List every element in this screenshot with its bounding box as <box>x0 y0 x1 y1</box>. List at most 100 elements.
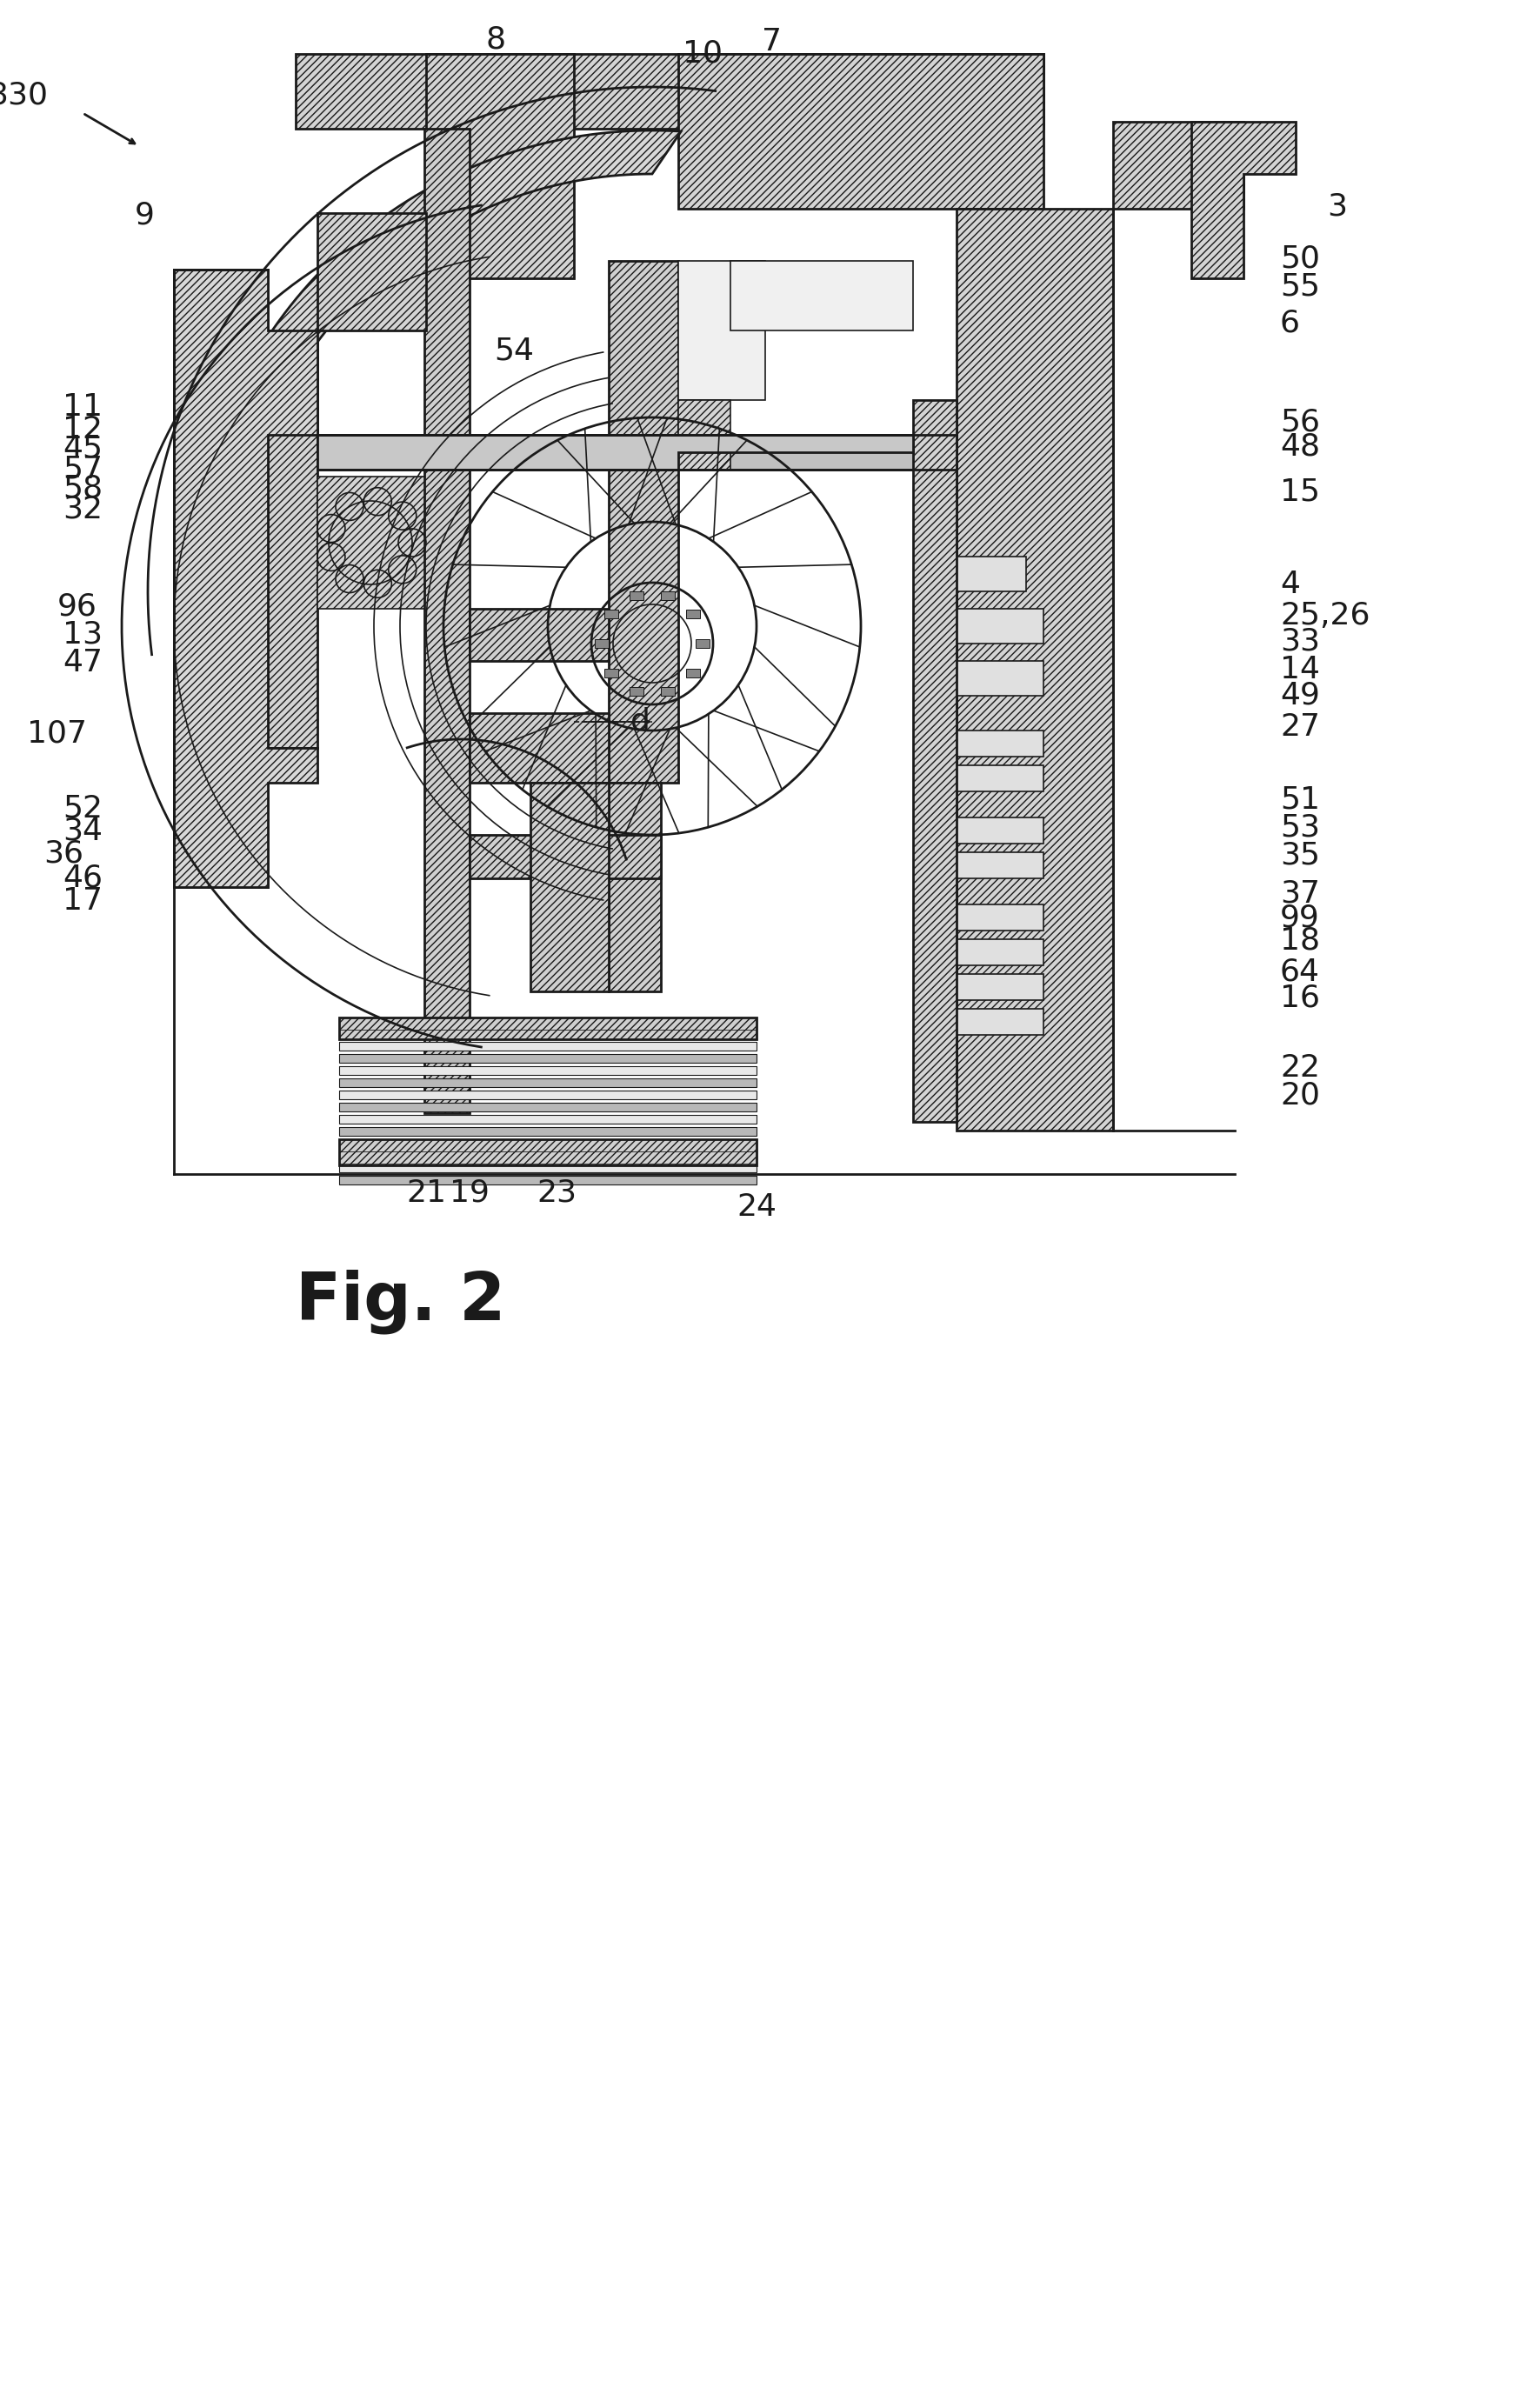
Polygon shape <box>339 1079 756 1086</box>
Text: 23: 23 <box>536 1179 576 1208</box>
Text: 51: 51 <box>1280 786 1320 815</box>
Polygon shape <box>604 610 619 619</box>
Text: 8: 8 <box>485 24 505 55</box>
Polygon shape <box>608 784 661 991</box>
Text: 20: 20 <box>1280 1081 1320 1110</box>
Text: 46: 46 <box>63 865 103 893</box>
Polygon shape <box>339 1067 756 1074</box>
Text: 56: 56 <box>1280 407 1320 438</box>
Polygon shape <box>956 853 1044 879</box>
Text: 33: 33 <box>1280 626 1320 657</box>
Polygon shape <box>339 1177 756 1184</box>
Text: 35: 35 <box>1280 841 1320 869</box>
Polygon shape <box>661 686 675 696</box>
Text: 15: 15 <box>1280 476 1320 507</box>
Polygon shape <box>685 669 701 676</box>
Text: 37: 37 <box>1280 879 1320 910</box>
Text: 21: 21 <box>407 1179 447 1208</box>
Polygon shape <box>470 610 608 660</box>
Polygon shape <box>427 55 574 279</box>
Polygon shape <box>608 262 678 784</box>
Text: 57: 57 <box>63 455 103 484</box>
Text: 7: 7 <box>762 26 782 57</box>
Polygon shape <box>678 400 730 469</box>
Polygon shape <box>956 610 1044 643</box>
Text: 330: 330 <box>0 81 48 110</box>
Polygon shape <box>956 765 1044 791</box>
Polygon shape <box>604 669 619 676</box>
Polygon shape <box>268 331 317 748</box>
Text: 96: 96 <box>57 593 97 622</box>
Polygon shape <box>956 939 1044 965</box>
Text: 16: 16 <box>1280 984 1320 1012</box>
Text: 107: 107 <box>28 719 86 748</box>
Polygon shape <box>530 784 608 991</box>
Polygon shape <box>339 1041 756 1050</box>
Text: 53: 53 <box>1280 812 1320 843</box>
Polygon shape <box>956 210 1113 1131</box>
Polygon shape <box>913 400 956 1122</box>
Polygon shape <box>678 55 1044 210</box>
Polygon shape <box>339 1017 756 1027</box>
Polygon shape <box>696 638 710 648</box>
Text: 13: 13 <box>63 619 103 650</box>
Polygon shape <box>174 269 317 886</box>
Text: 34: 34 <box>63 817 103 846</box>
Polygon shape <box>317 436 913 469</box>
Polygon shape <box>174 269 268 886</box>
Polygon shape <box>956 817 1044 843</box>
Polygon shape <box>470 712 608 784</box>
Polygon shape <box>685 610 701 619</box>
Polygon shape <box>630 686 644 696</box>
Text: 36: 36 <box>43 838 83 869</box>
Polygon shape <box>678 262 765 400</box>
Polygon shape <box>470 834 661 879</box>
Text: 58: 58 <box>63 474 103 503</box>
Polygon shape <box>339 1091 756 1098</box>
Text: 47: 47 <box>63 648 103 676</box>
Polygon shape <box>317 436 956 469</box>
Polygon shape <box>339 1139 756 1165</box>
Polygon shape <box>956 1010 1044 1034</box>
Text: 25,26: 25,26 <box>1280 600 1371 631</box>
Text: 55: 55 <box>1280 272 1320 303</box>
Polygon shape <box>1192 121 1295 279</box>
Polygon shape <box>339 1017 756 1039</box>
Polygon shape <box>339 1127 756 1136</box>
Text: 4: 4 <box>1280 569 1300 600</box>
Text: 32: 32 <box>63 495 103 524</box>
Polygon shape <box>339 1162 756 1172</box>
Text: 54: 54 <box>494 336 534 367</box>
Polygon shape <box>317 212 427 331</box>
Polygon shape <box>594 638 608 648</box>
Text: 18: 18 <box>1280 927 1320 955</box>
Text: 27: 27 <box>1280 712 1320 741</box>
Text: 49: 49 <box>1280 681 1320 710</box>
Text: 50: 50 <box>1280 245 1320 274</box>
Polygon shape <box>191 131 681 619</box>
Text: 24: 24 <box>736 1193 776 1222</box>
Text: 17: 17 <box>63 886 103 915</box>
Text: 12: 12 <box>63 414 103 445</box>
Polygon shape <box>956 731 1044 757</box>
Text: 22: 22 <box>1280 1053 1320 1084</box>
Text: 48: 48 <box>1280 431 1320 462</box>
Text: 6: 6 <box>1280 310 1300 338</box>
Polygon shape <box>630 591 644 600</box>
Polygon shape <box>956 905 1044 931</box>
Text: 64: 64 <box>1280 958 1320 986</box>
Polygon shape <box>425 129 470 1112</box>
Polygon shape <box>339 1053 756 1062</box>
Text: 9: 9 <box>136 200 156 231</box>
Polygon shape <box>661 591 675 600</box>
Text: 52: 52 <box>63 793 103 824</box>
Polygon shape <box>956 974 1044 1000</box>
Polygon shape <box>730 262 913 331</box>
Text: 14: 14 <box>1280 655 1320 684</box>
Polygon shape <box>1113 121 1243 210</box>
Text: 45: 45 <box>63 434 103 464</box>
Text: Fig. 2: Fig. 2 <box>296 1270 505 1334</box>
Polygon shape <box>339 1103 756 1112</box>
Text: 3: 3 <box>1327 193 1348 222</box>
Text: 10: 10 <box>682 38 722 69</box>
